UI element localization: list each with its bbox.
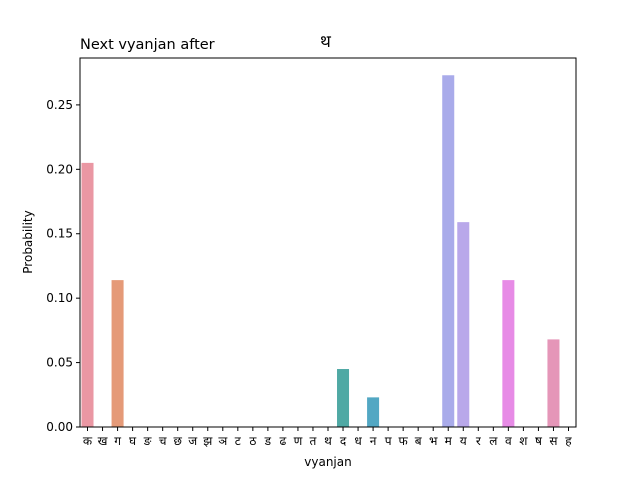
x-tick-label: क xyxy=(83,434,93,448)
x-tick-label: ड xyxy=(264,434,272,448)
y-tick-label: 0.00 xyxy=(46,420,73,434)
x-tick-label: भ xyxy=(429,434,438,448)
y-tick-label: 0.25 xyxy=(46,98,73,112)
plot-area-frame xyxy=(79,57,577,428)
y-tick-label: 0.10 xyxy=(46,291,73,305)
bar-2 xyxy=(111,280,124,427)
x-tick-label: ढ xyxy=(280,434,287,448)
x-tick-label: द xyxy=(340,434,347,448)
y-tick-label: 0.05 xyxy=(46,356,73,370)
x-tick-label: ष xyxy=(535,434,543,448)
x-tick-label: घ xyxy=(129,434,137,448)
y-tick-label: 0.15 xyxy=(46,227,73,241)
x-tick-label: र xyxy=(476,434,482,448)
x-tick-label: फ xyxy=(399,434,409,448)
bar-19 xyxy=(367,397,380,427)
x-tick-label: ज xyxy=(188,434,198,448)
chart-title-letter: थ xyxy=(320,32,332,52)
bar-24 xyxy=(442,75,455,427)
x-axis-label: vyanjan xyxy=(304,455,351,469)
x-tick-label: ट xyxy=(235,434,242,448)
chart-title: Next vyanjan after xyxy=(80,37,215,53)
bar-28 xyxy=(502,280,515,427)
x-tick-label: स xyxy=(549,434,558,448)
x-tick-label: ख xyxy=(98,434,108,448)
x-tick-label: ठ xyxy=(249,434,257,448)
x-tick-label: न xyxy=(370,434,377,448)
x-tick-label: प xyxy=(385,434,392,448)
bar-31 xyxy=(547,339,560,427)
x-tick-label: व xyxy=(505,434,512,448)
x-tick-label: ण xyxy=(294,434,303,448)
bar-17 xyxy=(337,369,350,427)
x-tick-label: ध xyxy=(354,434,362,448)
x-tick-label: ग xyxy=(114,434,121,448)
x-tick-label: ङ xyxy=(143,434,152,448)
x-tick-label: म xyxy=(445,434,453,448)
x-tick-label: ञ xyxy=(218,434,228,448)
x-tick-label: छ xyxy=(173,434,182,448)
x-tick-label: य xyxy=(460,434,468,448)
x-tick-label: श xyxy=(519,434,528,448)
x-tick-label: थ xyxy=(324,434,332,448)
x-tick-label: च xyxy=(159,434,167,448)
x-tick-label: ब xyxy=(415,434,423,448)
y-tick-label: 0.20 xyxy=(46,162,73,176)
bars-group xyxy=(81,75,560,427)
x-tick-label: ल xyxy=(489,434,498,448)
bar-25 xyxy=(457,222,470,427)
y-axis-ticks: 0.00 0.05 0.10 0.15 0.20 0.25 xyxy=(46,98,80,434)
y-axis-label: Probability xyxy=(21,210,35,273)
x-tick-label: त xyxy=(310,434,318,448)
x-tick-label: ह xyxy=(565,434,572,448)
x-tick-label: झ xyxy=(203,434,213,448)
bar-0 xyxy=(81,162,94,427)
